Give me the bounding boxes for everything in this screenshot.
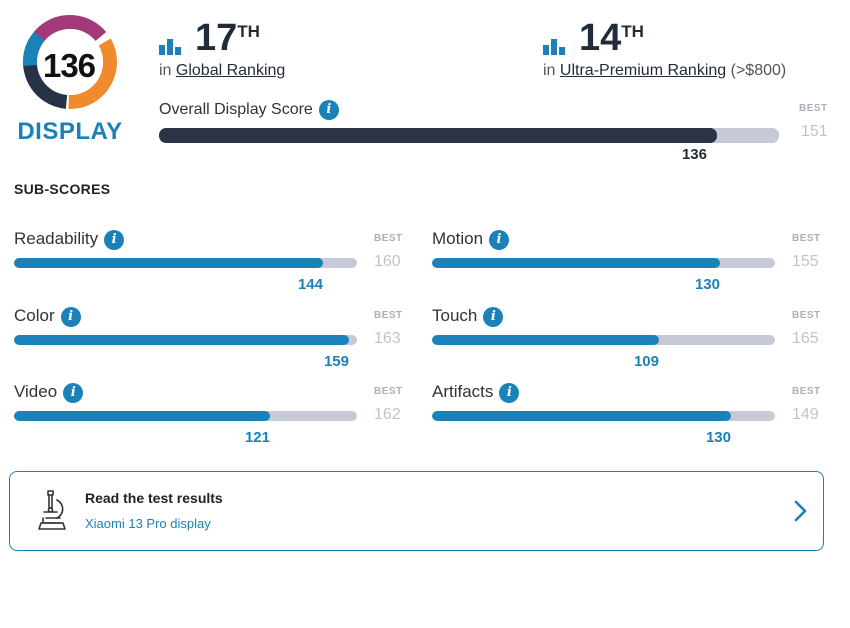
subscore-best-label: BEST: [374, 310, 403, 321]
badge-ring-icon: [23, 15, 117, 109]
subscore-title: Touch: [432, 306, 478, 325]
subscore-best-label: BEST: [374, 386, 403, 397]
subscore-fill: [432, 258, 720, 268]
subscore-best-label: BEST: [792, 386, 821, 397]
info-icon[interactable]: i: [63, 382, 84, 403]
global-ranking: 17 TH in Global Ranking: [159, 18, 285, 80]
overall-score-title: Overall Display Score: [159, 101, 313, 119]
subscore-title: Motion: [432, 229, 484, 248]
subscore-best-value: 160: [374, 253, 401, 270]
subscore-title: Artifacts: [432, 382, 494, 401]
subscore-fill: [14, 258, 323, 268]
subscore-bar: [14, 411, 357, 421]
subscore-value: 121: [244, 429, 270, 446]
segment-ranking: 14 TH in Ultra-Premium Ranking (>$800): [543, 18, 786, 80]
overall-score-fill: [159, 128, 717, 143]
subscore-best-label: BEST: [792, 233, 821, 244]
segment-rank-number: 14: [579, 17, 622, 59]
subscore-fill: [432, 335, 659, 345]
info-icon[interactable]: i: [499, 382, 520, 403]
overall-score-value: 136: [681, 146, 707, 163]
badge-label: DISPLAY: [17, 118, 123, 145]
chevron-right-icon[interactable]: [793, 500, 809, 522]
info-icon[interactable]: i: [489, 229, 510, 250]
subscore-fill: [432, 411, 731, 421]
subscore-value: 130: [705, 429, 731, 446]
info-icon[interactable]: i: [318, 100, 339, 120]
subscore-title: Readability: [14, 229, 99, 248]
subscore-label: Artifacts i: [432, 382, 520, 403]
subscore-best-label: BEST: [374, 233, 403, 244]
subscore-value: 130: [694, 276, 720, 293]
subscore-best-value: 149: [792, 406, 819, 423]
subscore-label: Readability i: [14, 229, 125, 250]
overall-score-label: Overall Display Score i: [159, 100, 339, 120]
overall-best-value: 151: [801, 123, 828, 140]
subscore-best-value: 155: [792, 253, 819, 270]
subscore-value: 159: [323, 353, 349, 370]
segment-rank-suffix: TH: [621, 22, 644, 41]
global-ranking-link[interactable]: Global Ranking: [175, 62, 286, 79]
global-rank-suffix: TH: [237, 22, 260, 41]
subscore-best-label: BEST: [792, 310, 821, 321]
overall-best-label: BEST: [799, 103, 828, 114]
subscore-label: Color i: [14, 306, 81, 327]
subscore-label: Video i: [14, 382, 84, 403]
info-icon[interactable]: i: [60, 306, 81, 327]
subscore-bar: [14, 335, 357, 345]
subscore-best-value: 165: [792, 330, 819, 347]
subscore-fill: [14, 411, 270, 421]
overall-score-bar: [159, 128, 779, 143]
badge-score: 136: [42, 47, 96, 84]
subscore-value: 144: [297, 276, 323, 293]
ranking-bars-icon: [543, 31, 571, 55]
subscore-title: Color: [14, 306, 55, 325]
info-icon[interactable]: i: [483, 306, 504, 327]
ranking-bars-icon: [159, 31, 187, 55]
subscore-label: Motion i: [432, 229, 510, 250]
subscore-best-value: 162: [374, 406, 401, 423]
subscore-label: Touch i: [432, 306, 504, 327]
microscope-icon: [38, 490, 66, 530]
test-results-card[interactable]: Read the test results Xiaomi 13 Pro disp…: [9, 471, 824, 551]
global-rank-prefix: in: [159, 62, 172, 79]
subscores-heading: SUB-SCORES: [14, 181, 111, 197]
subscore-bar: [432, 411, 775, 421]
subscore-best-value: 163: [374, 330, 401, 347]
subscore-value: 109: [633, 353, 659, 370]
segment-price-range: (>$800): [730, 62, 787, 79]
test-results-link[interactable]: Xiaomi 13 Pro display: [85, 516, 211, 531]
subscore-bar: [14, 258, 357, 268]
segment-rank-prefix: in: [543, 62, 556, 79]
segment-ranking-link[interactable]: Ultra-Premium Ranking: [559, 62, 727, 79]
subscore-fill: [14, 335, 349, 345]
subscore-title: Video: [14, 382, 58, 401]
test-results-title: Read the test results: [85, 490, 223, 506]
subscore-bar: [432, 335, 775, 345]
subscore-bar: [432, 258, 775, 268]
info-icon[interactable]: i: [104, 229, 125, 250]
global-rank-number: 17: [195, 17, 238, 59]
display-score-badge: 136 DISPLAY: [14, 10, 126, 145]
